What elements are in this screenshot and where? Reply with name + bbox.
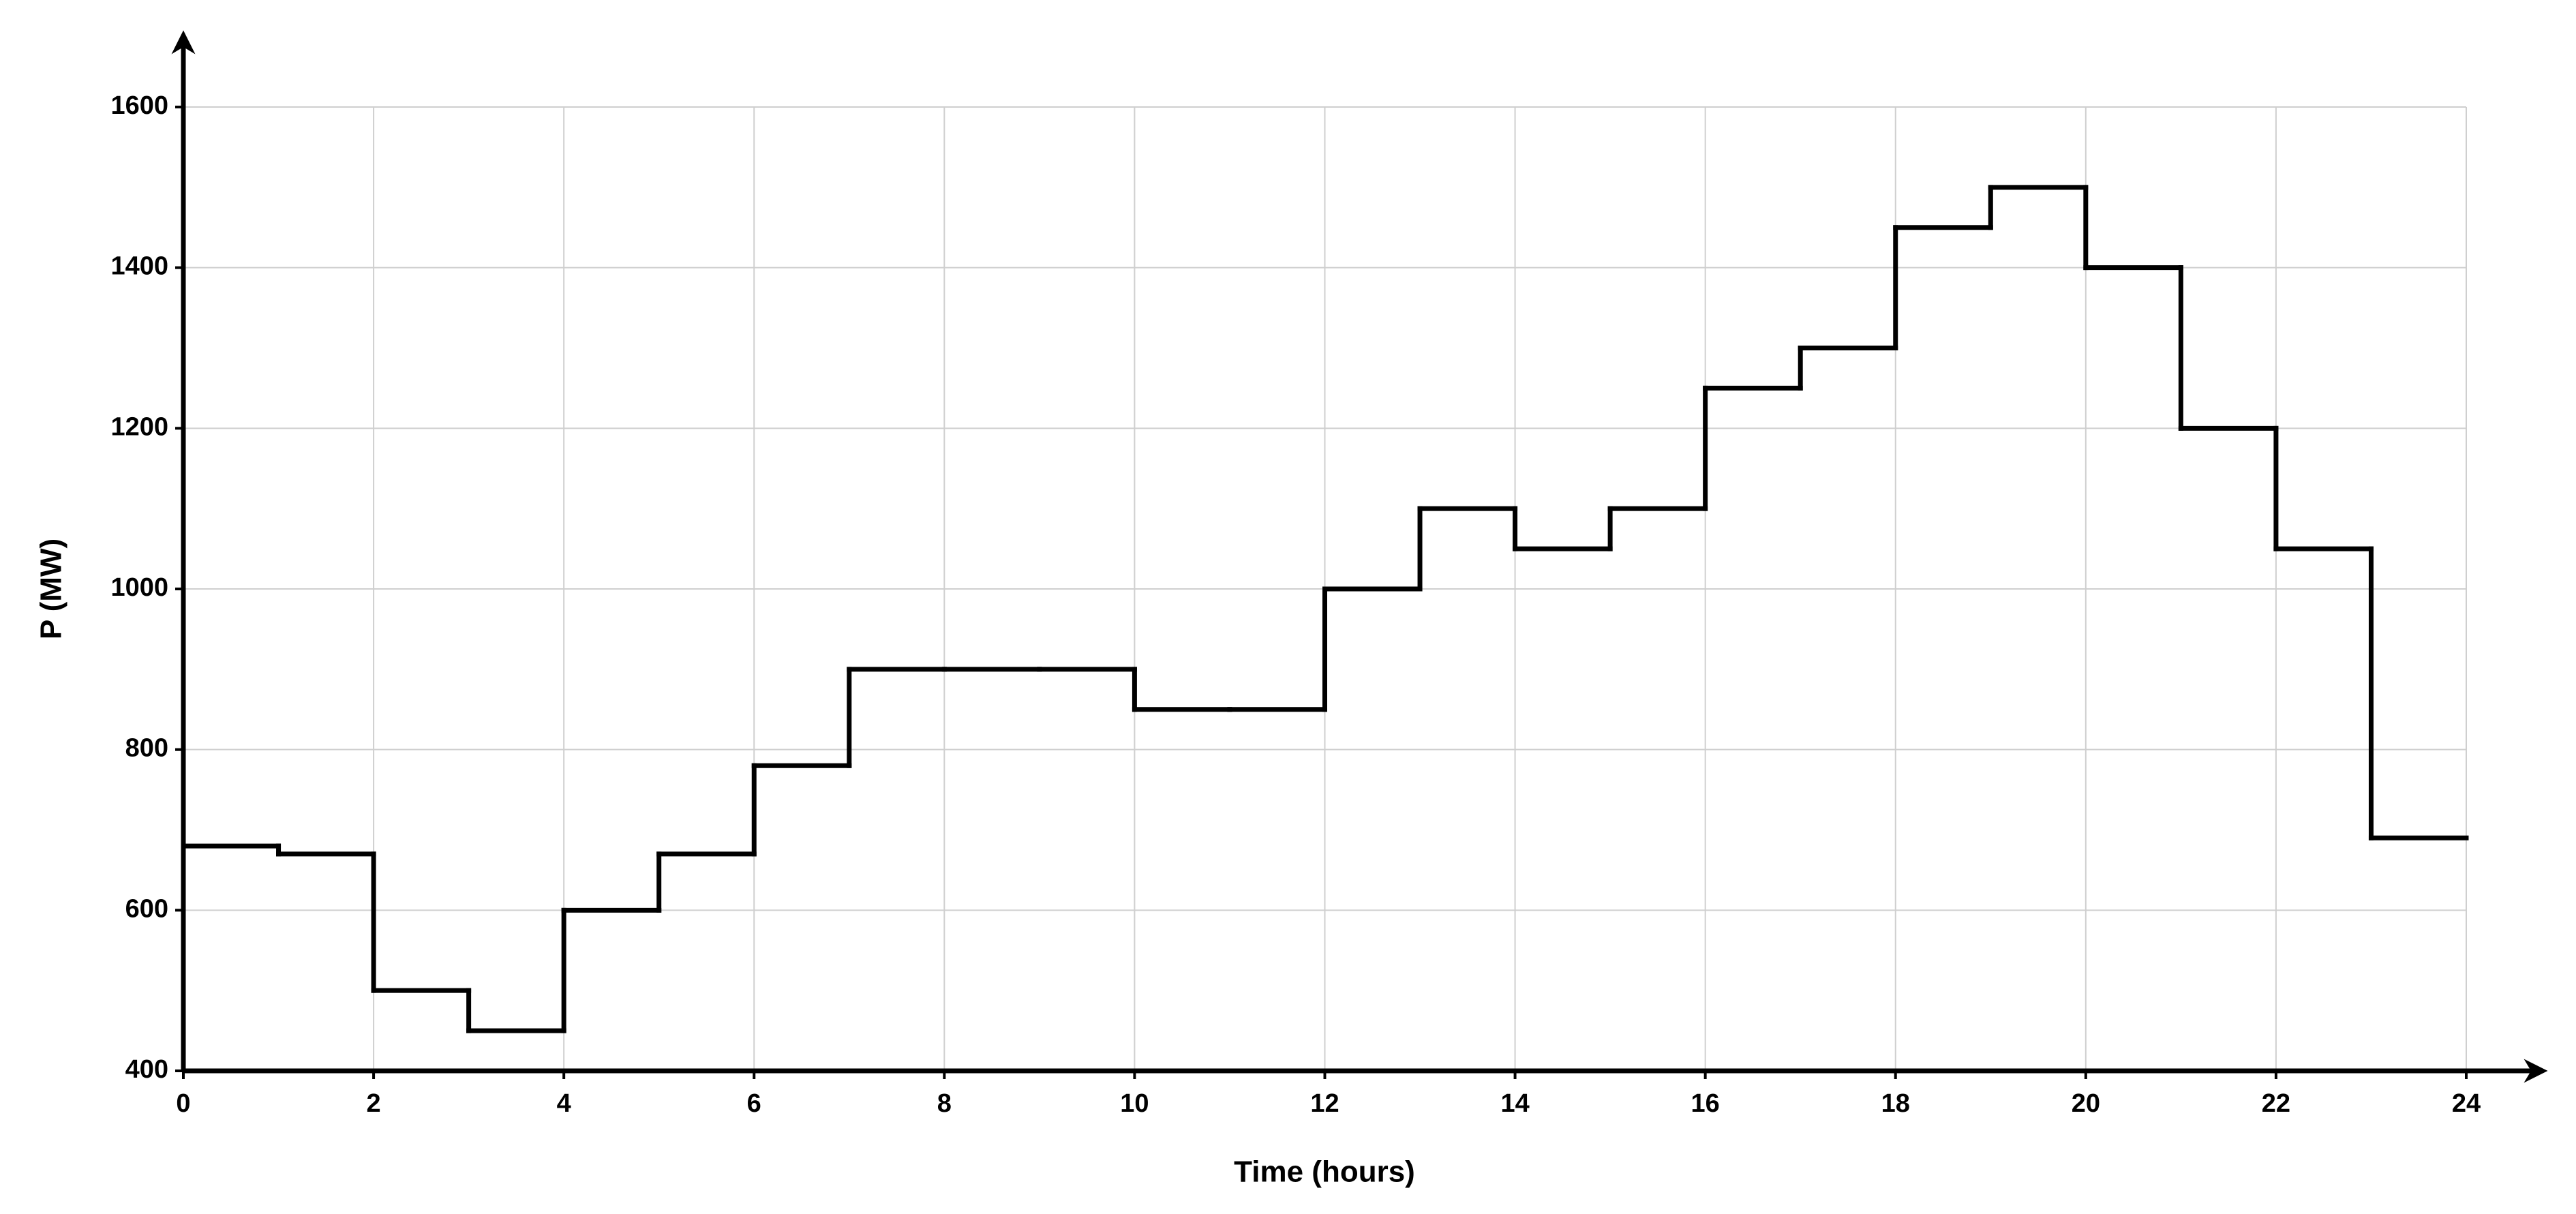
x-tick-label: 2 — [367, 1089, 381, 1118]
x-tick-label: 6 — [747, 1089, 761, 1118]
y-tick-label: 800 — [125, 734, 168, 763]
x-tick-label: 16 — [1691, 1089, 1720, 1118]
x-axis-title: Time (hours) — [1234, 1155, 1415, 1189]
x-tick-label: 8 — [937, 1089, 952, 1118]
y-axis-title: P (MW) — [35, 538, 68, 639]
y-tick-label: 400 — [125, 1055, 168, 1084]
y-tick-label: 1400 — [110, 252, 168, 281]
x-tick-label: 22 — [2262, 1089, 2290, 1118]
x-tick-label: 4 — [557, 1089, 571, 1118]
x-tick-label: 10 — [1120, 1089, 1149, 1118]
x-tick-label: 12 — [1310, 1089, 1339, 1118]
x-tick-label: 24 — [2452, 1089, 2481, 1118]
y-tick-label: 1600 — [110, 91, 168, 120]
x-tick-label: 20 — [2072, 1089, 2100, 1118]
y-tick-label: 1200 — [110, 412, 168, 441]
y-tick-label: 600 — [125, 894, 168, 923]
x-tick-label: 0 — [176, 1089, 190, 1118]
x-tick-label: 14 — [1500, 1089, 1529, 1118]
plot — [181, 185, 2469, 1033]
y-tick-label: 1000 — [110, 573, 168, 602]
x-tick-label: 18 — [1881, 1089, 1910, 1118]
